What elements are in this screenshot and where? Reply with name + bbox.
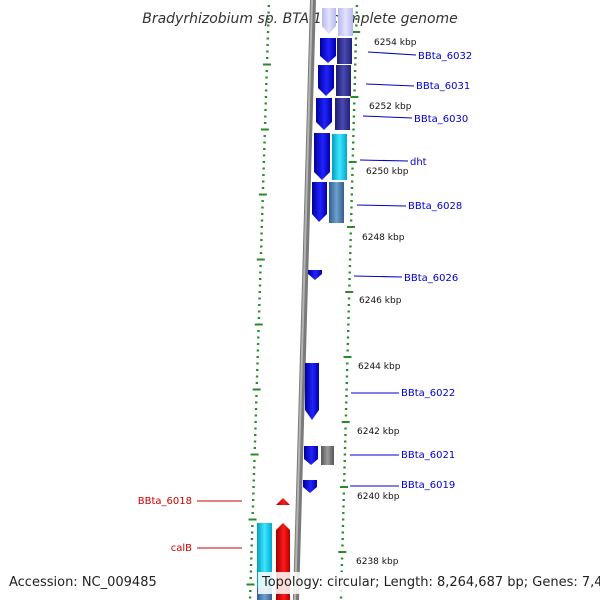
gene-arrow-bbta-6026[interactable] bbox=[308, 270, 322, 280]
feature-block-bbta-6021[interactable] bbox=[321, 446, 334, 465]
plus-strand-track bbox=[303, 8, 336, 493]
gene-arrow-bbta-6021[interactable] bbox=[304, 446, 318, 465]
gene-label-bbta-6030[interactable]: BBta_6030 bbox=[414, 114, 468, 125]
gene-label-bbta-6032[interactable]: BBta_6032 bbox=[418, 51, 472, 62]
feature-block-top-fade[interactable] bbox=[338, 8, 353, 36]
gene-label-dht[interactable]: dht bbox=[410, 157, 427, 168]
gene-arrow-bbta-6032[interactable] bbox=[320, 38, 336, 63]
position-tick-labels: 6254 kbp 6252 kbp 6250 kbp 6248 kbp 6246 kbp… bbox=[356, 38, 417, 567]
outer-tick-ring bbox=[338, 5, 361, 599]
tick-label: 6252 kbp bbox=[369, 102, 412, 112]
gene-label-bbta-6021[interactable]: BBta_6021 bbox=[401, 450, 455, 461]
gene-label-bbta-6026[interactable]: BBta_6026 bbox=[404, 273, 458, 284]
gene-arrow-dht[interactable] bbox=[314, 133, 330, 180]
gene-leader-line bbox=[362, 115, 413, 119]
topology-text: Topology: circular; Length: 8,264,687 bp… bbox=[261, 575, 600, 590]
gene-label-bbta-6022[interactable]: BBta_6022 bbox=[401, 388, 455, 399]
feature-block-bbta-6028[interactable] bbox=[329, 182, 344, 223]
accession-text: Accession: NC_009485 bbox=[9, 575, 157, 590]
feature-block-bbta-6032[interactable] bbox=[337, 38, 352, 64]
gene-label-bbta-6031[interactable]: BBta_6031 bbox=[416, 81, 470, 92]
gene-leader-line bbox=[365, 83, 415, 87]
gene-arrow-bbta-6028[interactable] bbox=[312, 182, 327, 222]
tick-label: 6240 kbp bbox=[357, 492, 400, 502]
gene-arrow-bbta-6018[interactable] bbox=[276, 498, 290, 505]
feature-block-dht[interactable] bbox=[332, 134, 347, 180]
feature-track bbox=[321, 8, 353, 465]
gene-leader-line bbox=[359, 159, 409, 162]
feature-block-bbta-6031[interactable] bbox=[336, 65, 351, 96]
gene-arrow-top-fade[interactable] bbox=[322, 8, 336, 34]
gene-label-bbta-6028[interactable]: BBta_6028 bbox=[408, 201, 462, 212]
gene-arrow-bbta-6031[interactable] bbox=[318, 65, 334, 96]
genome-backbone-highlight bbox=[294, 0, 313, 600]
tick-label: 6244 kbp bbox=[358, 362, 401, 372]
gene-label-bbta-6018[interactable]: BBta_6018 bbox=[138, 496, 192, 507]
tick-label: 6238 kbp bbox=[356, 557, 399, 567]
gene-arrow-bbta-6030[interactable] bbox=[316, 98, 332, 130]
gene-leader-line bbox=[367, 51, 417, 56]
gene-arrow-bbta-6022[interactable] bbox=[305, 363, 319, 420]
tick-label: 6246 kbp bbox=[359, 296, 402, 306]
gene-arrow-bbta-6019[interactable] bbox=[303, 480, 317, 493]
tick-label: 6254 kbp bbox=[374, 38, 417, 48]
tick-label: 6250 kbp bbox=[366, 167, 409, 177]
gene-leader-line bbox=[353, 275, 403, 278]
gene-label-calb[interactable]: calB bbox=[171, 543, 192, 554]
inner-tick-ring bbox=[246, 5, 271, 599]
tick-label: 6242 kbp bbox=[357, 427, 400, 437]
footer-topology-bg bbox=[258, 572, 598, 594]
tick-label: 6248 kbp bbox=[362, 233, 405, 243]
feature-block-bbta-6030[interactable] bbox=[335, 98, 350, 130]
gene-leader-line bbox=[356, 204, 407, 207]
genome-title: Bradyrhizobium sp. BTAi1, complete genom… bbox=[142, 11, 458, 27]
gene-label-bbta-6019[interactable]: BBta_6019 bbox=[401, 480, 455, 491]
